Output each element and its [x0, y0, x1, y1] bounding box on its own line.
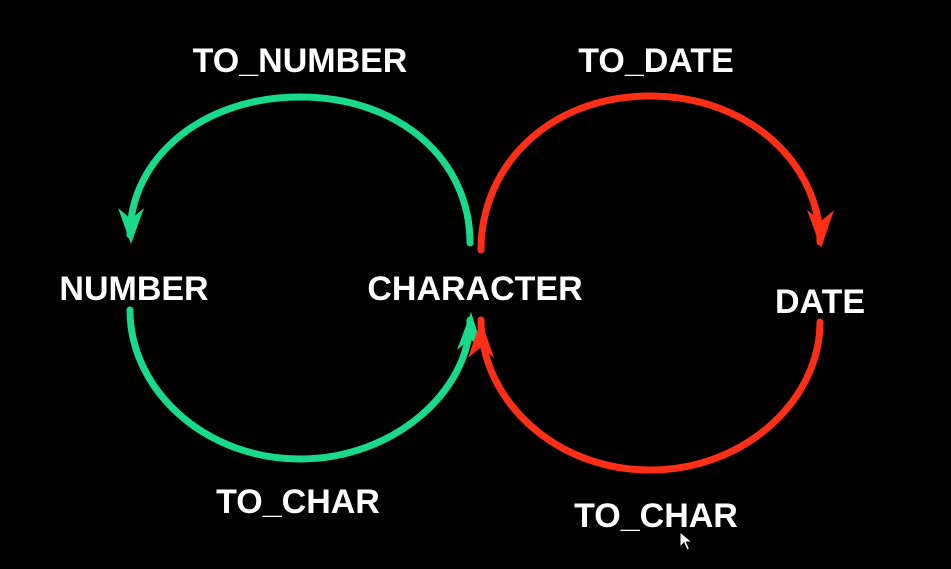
node-number-label: NUMBER [59, 270, 209, 308]
arrowhead-to-character-from-date [468, 320, 494, 358]
edge-label-to-date: TO_DATE [578, 42, 734, 80]
edge-number-to-character-arc [126, 306, 474, 463]
edge-date-to-character-arc [477, 316, 824, 474]
edge-character-to-date-arc [477, 92, 824, 254]
mouse-pointer-icon [679, 531, 693, 551]
edge-character-to-number-arc [126, 93, 474, 247]
edge-label-number-to-char: TO_CHAR [216, 483, 380, 521]
node-character-label: CHARACTER [367, 270, 583, 308]
arrowhead-to-date [807, 210, 834, 248]
node-date-label: DATE [774, 283, 866, 321]
edge-label-to-number: TO_NUMBER [192, 42, 408, 80]
edge-label-date-to-char: TO_CHAR [574, 497, 738, 535]
arrowhead-to-number [118, 208, 144, 244]
